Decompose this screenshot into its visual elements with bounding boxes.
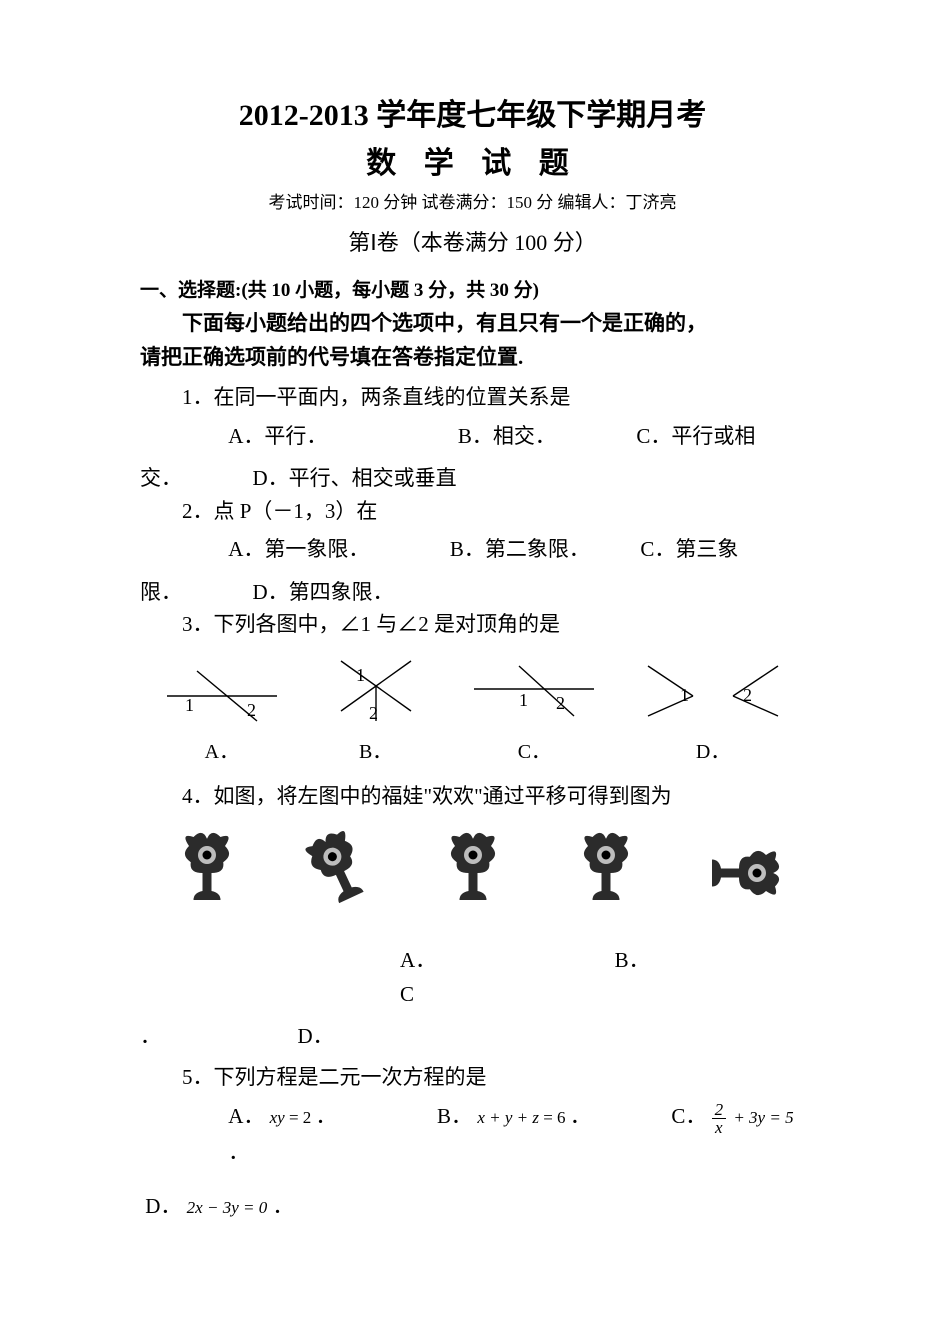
q2-opt-a: A．第一象限． <box>228 537 369 561</box>
q3-stem: 3．下列各图中，∠1 与∠2 是对顶角的是 <box>140 608 805 641</box>
q2-wrap: 限． D．第四象限． <box>140 576 805 609</box>
q4-stem: 4．如图，将左图中的福娃"欢欢"通过平移可得到图为 <box>140 780 805 813</box>
q5-opt-c-eq: 2 x + 3y = 5 <box>712 1108 794 1127</box>
q3-diagram-c: 1 2 C． <box>464 651 604 764</box>
q1-opt-b: B．相交． <box>458 424 556 448</box>
q3-diagrams: 1 2 A． 1 2 B． 1 2 C． <box>140 651 805 764</box>
q5-opt-a-prefix: A． <box>228 1104 264 1128</box>
q3-label-c: C． <box>464 735 604 764</box>
instruction-line2: 请把正确选项前的代号填在答卷指定位置. <box>140 342 805 374</box>
q4-doll-b <box>428 828 518 918</box>
angle-diagram-d-icon: 1 2 <box>638 651 788 726</box>
svg-text:1: 1 <box>185 695 194 715</box>
svg-text:1: 1 <box>519 690 528 710</box>
page-title-line2: 数 学 试 题 <box>140 138 805 182</box>
q2-opt-c-prefix: C．第三象 <box>640 537 738 561</box>
q4-labels-row2: ． D． <box>140 1020 805 1054</box>
q5-opt-b-eq: x + y + z = 6 <box>477 1108 570 1127</box>
svg-text:1: 1 <box>680 685 689 705</box>
q5-options-row2: D． 2x − 3y = 0 ． <box>140 1190 805 1223</box>
q2-options: A．第一象限． B．第二象限． C．第三象 <box>140 533 805 566</box>
q4-doll-c <box>561 828 651 918</box>
fuwa-icon <box>428 828 518 918</box>
q2-opt-c-wrap: 限． <box>140 580 182 604</box>
q2-stem: 2．点 P（－1，3）在 <box>140 495 805 528</box>
q1-opt-d: D．平行、相交或垂直 <box>253 466 457 490</box>
q3-label-d: D． <box>638 735 788 764</box>
svg-text:1: 1 <box>356 665 365 685</box>
q5-opt-d-eq: 2x − 3y = 0 <box>187 1198 268 1217</box>
q4-doll-a <box>295 828 385 918</box>
angle-diagram-c-icon: 1 2 <box>464 651 604 726</box>
fuwa-icon <box>694 828 784 918</box>
q3-diagram-b: 1 2 B． <box>321 651 431 764</box>
fuwa-icon <box>561 828 651 918</box>
svg-text:2: 2 <box>743 685 752 705</box>
q3-label-b: B． <box>321 735 431 764</box>
q4-doll-original <box>162 828 252 918</box>
q2-opt-d: D．第四象限． <box>253 580 394 604</box>
svg-text:2: 2 <box>556 693 565 713</box>
q4-dolls <box>140 828 805 918</box>
angle-diagram-b-icon: 1 2 <box>321 651 431 726</box>
svg-text:2: 2 <box>369 703 378 723</box>
q5-opt-b-prefix: B． <box>437 1104 472 1128</box>
q1-options: A．平行． B．相交． C．平行或相 <box>140 420 805 453</box>
exam-subtitle: 考试时间：120 分钟 试卷满分：150 分 编辑人：丁济亮 <box>140 188 805 213</box>
q4-labels-row1: A． B． C <box>140 944 805 1011</box>
q2-opt-b: B．第二象限． <box>450 537 590 561</box>
fuwa-icon <box>295 828 385 918</box>
q5-opt-a-eq: xy = 2 <box>270 1108 316 1127</box>
q1-wrap: 交． D．平行、相交或垂直 <box>140 462 805 495</box>
q4-labels-text2: ． D． <box>140 1024 334 1048</box>
q5-opt-c-prefix: C． <box>671 1104 706 1128</box>
svg-text:2: 2 <box>247 700 256 720</box>
q1-opt-c-prefix: C．平行或相 <box>636 424 755 448</box>
fuwa-icon <box>162 828 252 918</box>
q3-label-a: A． <box>157 735 287 764</box>
instruction-line1: 下面每小题给出的四个选项中，有且只有一个是正确的， <box>140 308 805 340</box>
q3-diagram-a: 1 2 A． <box>157 651 287 764</box>
q1-opt-c-wrap: 交． <box>140 466 182 490</box>
q5-opt-d-prefix: D． <box>145 1194 181 1218</box>
q4-labels-text1: A． B． C <box>400 948 828 1006</box>
q4-doll-d <box>694 828 784 918</box>
q3-diagram-d: 1 2 D． <box>638 651 788 764</box>
q5-stem: 5．下列方程是二元一次方程的是 <box>140 1061 805 1094</box>
part-title: 第Ⅰ卷（本卷满分 100 分） <box>140 225 805 257</box>
q5-options-row1: A． xy = 2 ． B． x + y + z = 6 ． C． 2 x + … <box>228 1100 805 1170</box>
exam-page: 2012-2013 学年度七年级下学期月考 数 学 试 题 考试时间：120 分… <box>0 0 945 1337</box>
q1-opt-a: A．平行． <box>228 424 327 448</box>
section-1-header: 一、选择题:(共 10 小题，每小题 3 分，共 30 分) <box>140 275 805 302</box>
page-title-line1: 2012-2013 学年度七年级下学期月考 <box>140 90 805 134</box>
angle-diagram-a-icon: 1 2 <box>157 651 287 726</box>
q1-stem: 1．在同一平面内，两条直线的位置关系是 <box>140 381 805 414</box>
